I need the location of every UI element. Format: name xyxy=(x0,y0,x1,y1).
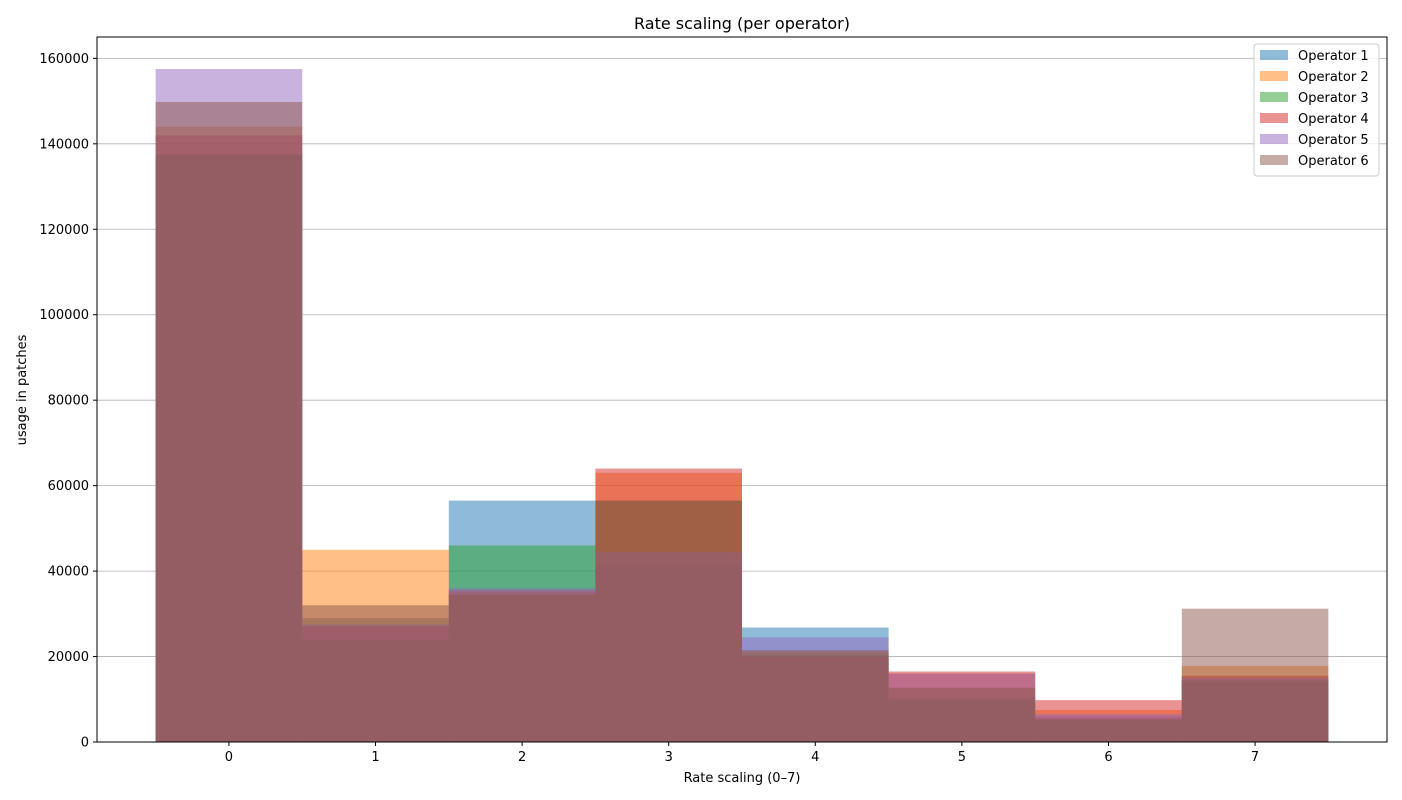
y-tick-label: 120000 xyxy=(39,223,89,238)
y-tick-label: 40000 xyxy=(48,565,89,580)
bar-operator-6-7 xyxy=(1181,608,1329,742)
x-tick-label: 7 xyxy=(1251,750,1259,765)
y-tick-label: 80000 xyxy=(48,394,89,409)
y-tick-label: 20000 xyxy=(48,650,89,665)
legend-swatch xyxy=(1260,50,1288,60)
bar-operator-6-4 xyxy=(742,650,889,742)
x-axis-title: Rate scaling (0–7) xyxy=(684,771,801,786)
chart-title: Rate scaling (per operator) xyxy=(634,14,850,33)
plot-frame xyxy=(96,36,1388,743)
legend-label: Operator 5 xyxy=(1298,133,1369,148)
x-tick-label: 4 xyxy=(811,750,819,765)
y-tick-label: 100000 xyxy=(39,308,89,323)
bar-operator-6-5 xyxy=(888,687,1036,742)
legend-swatch xyxy=(1260,155,1288,165)
legend-swatch xyxy=(1260,113,1288,123)
x-tick-label: 3 xyxy=(665,750,673,765)
y-tick-label: 140000 xyxy=(39,137,89,152)
x-tick-label: 5 xyxy=(958,750,966,765)
x-tick-label: 6 xyxy=(1104,750,1112,765)
legend-swatch xyxy=(1260,92,1288,102)
x-tick-label: 1 xyxy=(371,750,379,765)
legend-label: Operator 2 xyxy=(1298,70,1369,85)
legend-label: Operator 4 xyxy=(1298,112,1369,127)
x-tick-label: 0 xyxy=(225,750,233,765)
bar-operator-6-6 xyxy=(1035,718,1182,742)
bars xyxy=(155,69,1329,743)
y-axis-title: usage in patches xyxy=(15,334,30,445)
legend-label: Operator 1 xyxy=(1298,49,1369,64)
y-tick-label: 60000 xyxy=(48,479,89,494)
legend-swatch xyxy=(1260,134,1288,144)
bar-operator-6-0 xyxy=(155,101,303,743)
axes: 0 20000 40000 60000 80000 100000 120000 140000 1… xyxy=(39,52,1259,765)
x-tick-label: 2 xyxy=(518,750,526,765)
bar-operator-6-2 xyxy=(448,594,596,742)
bar-operator-6-3 xyxy=(595,500,742,742)
legend: Operator 1 Operator 2 Operator 3 Operator 4… xyxy=(1253,43,1380,177)
y-tick-label: 0 xyxy=(81,736,89,751)
bar-operator-6-1 xyxy=(302,605,449,742)
legend-swatch xyxy=(1260,71,1288,81)
legend-label: Operator 6 xyxy=(1298,154,1369,169)
y-tick-label: 160000 xyxy=(39,52,89,67)
legend-label: Operator 3 xyxy=(1298,91,1369,106)
